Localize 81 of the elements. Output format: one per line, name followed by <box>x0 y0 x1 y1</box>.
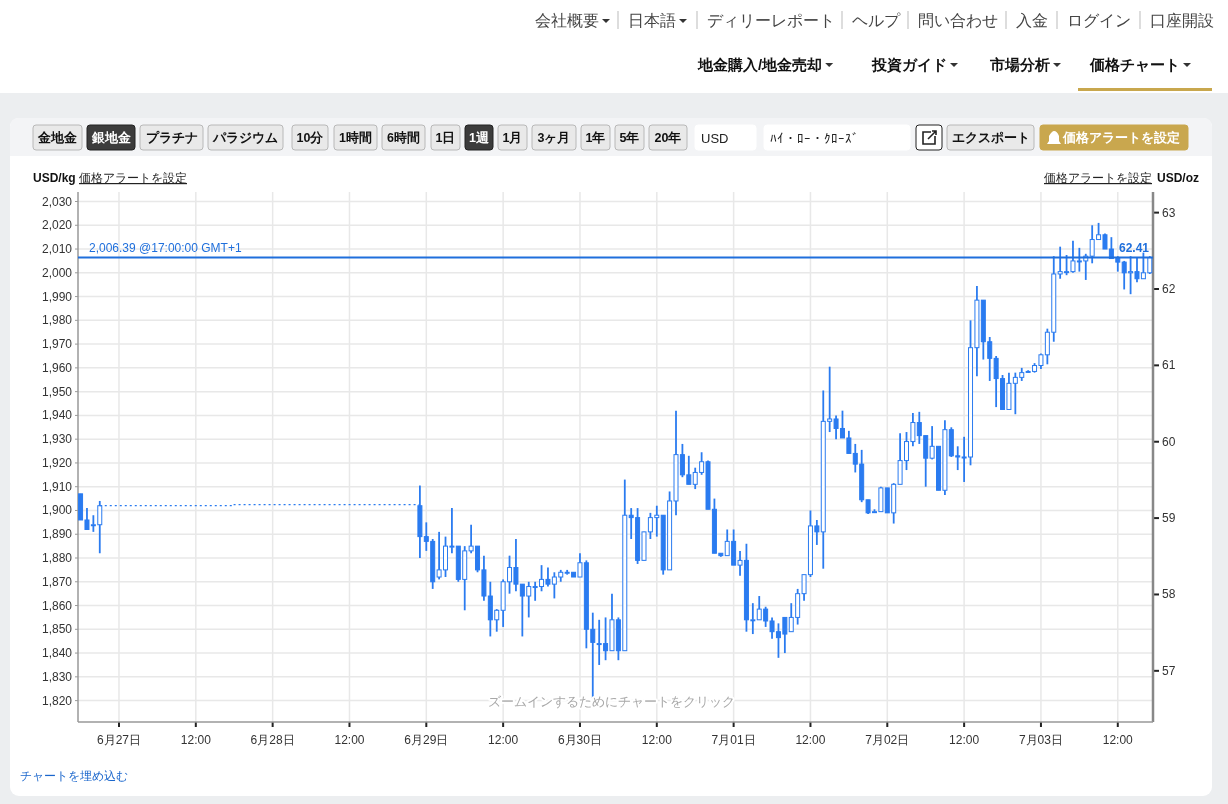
y-tick-label: 1,960 <box>41 360 73 375</box>
text: 口座開設 <box>1150 12 1214 29</box>
text: 1日 <box>435 131 456 145</box>
y2-tick-label: 58 <box>1162 587 1176 602</box>
text: プラチナ <box>145 130 198 145</box>
y-tick-label: 1,980 <box>41 313 73 328</box>
text: エクスポート <box>951 131 1030 145</box>
y2-axis-title: USD/oz <box>1157 171 1199 185</box>
x-tick-label: 12:00 <box>488 733 519 747</box>
text: パラジウム <box>212 131 278 145</box>
y-tick-label: 2,000 <box>41 265 73 280</box>
x-tick-label: 12:00 <box>641 733 673 747</box>
text: 価格アラートを設定 <box>1044 171 1152 185</box>
y-tick-label: 1,890 <box>41 527 73 542</box>
y-tick-label: 1,870 <box>41 574 73 589</box>
text: 10分 <box>296 131 325 145</box>
text: 1週 <box>469 131 490 145</box>
x-tick-label: 6月27日 <box>96 733 141 747</box>
x-tick-label: 7月01日 <box>711 733 756 747</box>
y2-tick-label: 62 <box>1162 281 1176 296</box>
text: ヘルプ <box>852 12 901 29</box>
x-tick-label: 6月30日 <box>557 733 602 747</box>
y-tick-label: 1,940 <box>41 408 73 423</box>
y2-tick-label: 57 <box>1162 663 1176 678</box>
text: ディリーレポート <box>707 12 835 29</box>
text: 銀地金 <box>90 131 131 145</box>
y-tick-label: 1,990 <box>41 289 73 304</box>
text: 投資ガイド <box>871 56 947 74</box>
y-tick-label: 1,920 <box>41 455 73 470</box>
text: 1月 <box>502 131 523 145</box>
x-tick-label: 12:00 <box>180 733 212 747</box>
text: 入金 <box>1016 12 1048 29</box>
annotation: ズームインするためにチャートをクリック <box>487 694 735 709</box>
text: 地金購入/地金売却 <box>697 56 823 73</box>
y-axis-title: USD/kg <box>33 171 76 185</box>
x-tick-label: 7月03日 <box>1018 733 1063 747</box>
y-tick-label: 1,850 <box>41 622 73 637</box>
text: 20年 <box>654 131 682 145</box>
text: 問い合わせ <box>918 12 998 29</box>
text: 価格チャート <box>1089 56 1180 73</box>
ref-line-label: 2,006.39 @17:00:00 GMT+1 <box>89 240 242 255</box>
text: USD <box>701 131 729 146</box>
y-tick-label: 1,910 <box>41 479 73 494</box>
text: 3ヶ月 <box>537 131 571 145</box>
y-tick-label: 1,860 <box>41 598 73 613</box>
text: 市場分析 <box>989 56 1050 73</box>
x-tick-label: 12:00 <box>949 733 980 747</box>
text: 5年 <box>619 131 640 145</box>
text: ﾊｲ・ﾛｰ・ｸﾛｰｽﾞ <box>770 131 859 146</box>
y-tick-label: 1,950 <box>41 384 73 399</box>
text: 1時間 <box>339 131 372 145</box>
text: ログイン <box>1067 12 1131 29</box>
y-tick-label: 1,840 <box>41 646 73 661</box>
x-tick-label: 12:00 <box>1102 733 1134 747</box>
text: 金地金 <box>37 131 77 145</box>
y2-tick-label: 60 <box>1162 434 1176 449</box>
x-tick-label: 6月28日 <box>250 733 295 747</box>
y-tick-label: 1,880 <box>41 551 73 566</box>
x-tick-label: 12:00 <box>795 733 826 747</box>
text: 価格アラートを設定 <box>1061 130 1180 145</box>
y-tick-label: 2,020 <box>41 218 73 233</box>
y-tick-label: 1,900 <box>41 503 73 518</box>
x-tick-label: 6月29日 <box>404 733 449 747</box>
y-tick-label: 2,010 <box>41 242 73 257</box>
text: 日本語 <box>628 12 676 29</box>
y-tick-label: 1,820 <box>41 693 73 708</box>
y-tick-label: 2,030 <box>41 194 73 209</box>
annotation: 62.41 <box>1118 240 1150 255</box>
y2-tick-label: 59 <box>1162 511 1176 526</box>
x-tick-label: 7月02日 <box>865 733 910 747</box>
y2-tick-label: 63 <box>1162 205 1176 220</box>
text: 価格アラートを設定 <box>79 171 187 185</box>
text: 会社概要 <box>535 12 599 29</box>
x-tick-label: 12:00 <box>334 733 365 747</box>
text: チャートを埋め込む <box>20 769 128 783</box>
y-tick-label: 1,970 <box>41 337 73 352</box>
text: 1年 <box>585 131 606 145</box>
y2-tick-label: 61 <box>1162 358 1176 373</box>
y-tick-label: 1,930 <box>41 432 73 447</box>
y-tick-label: 1,830 <box>41 669 73 684</box>
text: 6時間 <box>387 131 420 145</box>
